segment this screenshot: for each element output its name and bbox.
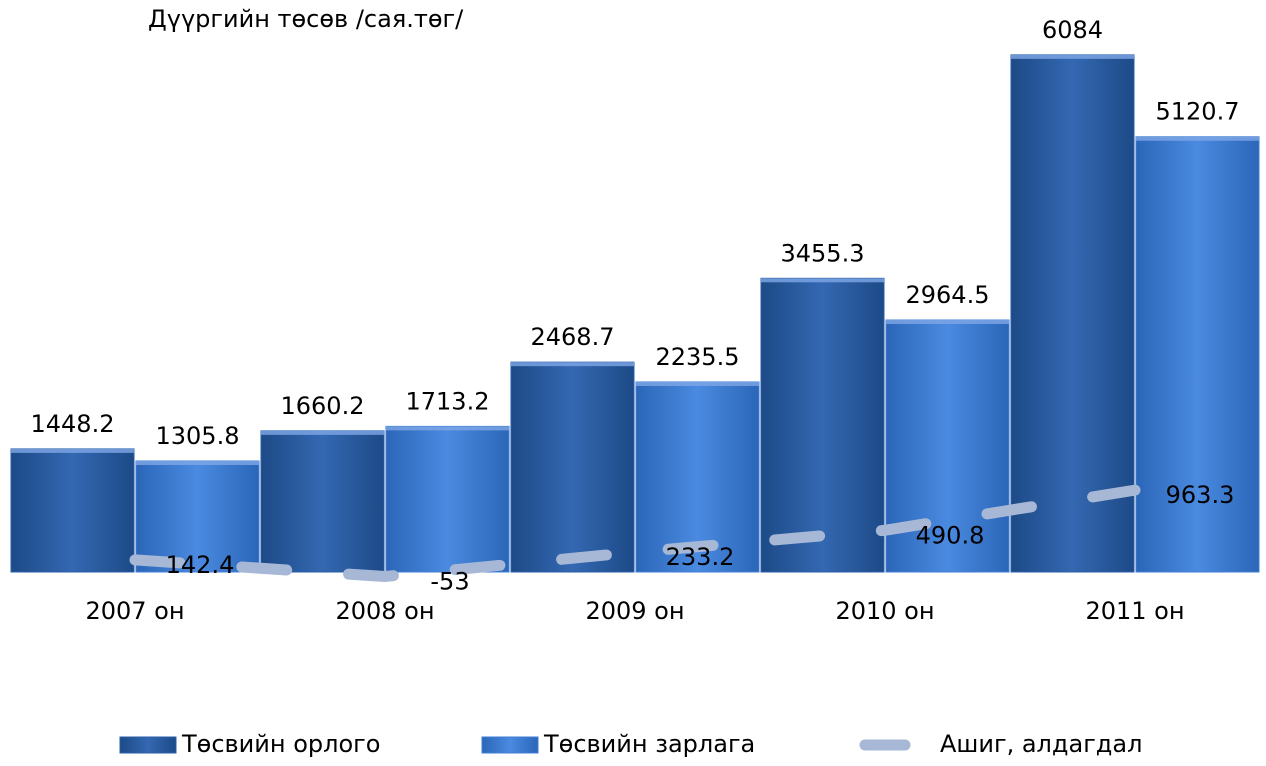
- x-tick-label: 2009 он: [585, 597, 684, 625]
- data-label: 490.8: [916, 521, 985, 549]
- data-label: 6084: [1042, 16, 1103, 44]
- legend-label: Төсвийн зарлага: [543, 730, 755, 758]
- x-tick-label: 2008 он: [335, 597, 434, 625]
- data-label: 1448.2: [31, 410, 115, 438]
- x-tick-label: 2011 он: [1085, 597, 1184, 625]
- bar: [10, 448, 135, 573]
- chart-title: Дүүргийн төсөв /сая.төг/: [148, 5, 464, 33]
- data-label: 2964.5: [906, 281, 990, 309]
- data-label: 1713.2: [406, 387, 490, 415]
- bar-highlight: [1011, 54, 1134, 59]
- legend-label: Төсвийн орлого: [181, 730, 380, 758]
- bar-highlight: [761, 278, 884, 283]
- data-label: 233.2: [666, 543, 735, 571]
- bar-highlight: [11, 448, 134, 453]
- bar: [510, 361, 635, 573]
- bar-highlight: [386, 426, 509, 431]
- data-label: 963.3: [1166, 481, 1235, 509]
- bar-highlight: [136, 461, 259, 466]
- bar: [260, 430, 385, 573]
- x-tick-label: 2010 он: [835, 597, 934, 625]
- data-label: 1305.8: [156, 422, 240, 450]
- data-label: 2235.5: [656, 343, 740, 371]
- data-label: 2468.7: [531, 323, 615, 351]
- bar-highlight: [1136, 136, 1259, 141]
- bar: [1010, 54, 1135, 573]
- data-label: 1660.2: [281, 392, 365, 420]
- bar-highlight: [886, 320, 1009, 325]
- bar: [760, 277, 885, 573]
- data-label: 5120.7: [1156, 98, 1240, 126]
- data-label: -53: [430, 568, 469, 596]
- bar: [1135, 136, 1260, 573]
- x-tick-label: 2007 он: [85, 597, 184, 625]
- bar-highlight: [636, 381, 759, 386]
- legend-label: Ашиг, алдагдал: [940, 730, 1142, 758]
- bar: [135, 460, 260, 573]
- bar-highlight: [511, 362, 634, 367]
- legend-swatch: [481, 736, 539, 754]
- bar: [385, 425, 510, 573]
- data-label: 3455.3: [781, 239, 865, 267]
- data-label: 142.4: [166, 551, 235, 579]
- bar-highlight: [261, 430, 384, 435]
- legend-swatch: [119, 736, 177, 754]
